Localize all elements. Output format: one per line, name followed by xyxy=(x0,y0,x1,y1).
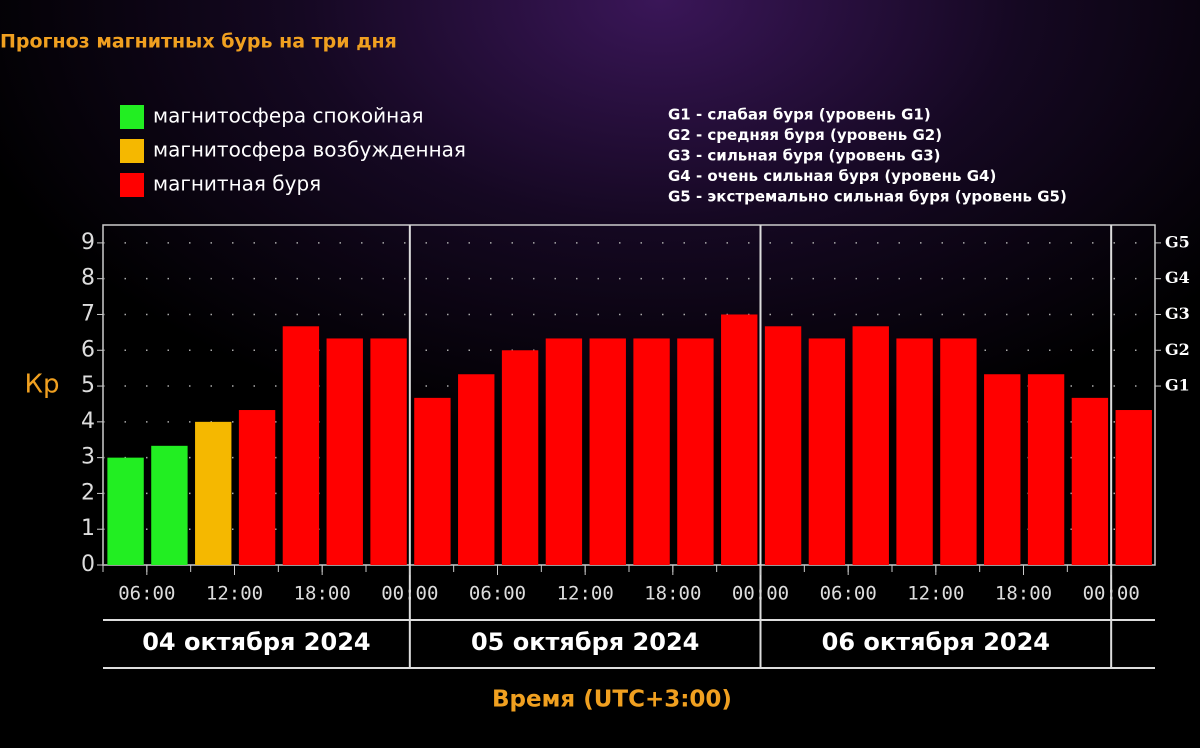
legend-swatch xyxy=(120,173,144,197)
bar xyxy=(808,338,846,565)
day-label: 06 октября 2024 xyxy=(822,628,1050,656)
legend-label: магнитосфера спокойная xyxy=(153,104,424,128)
y-axis-label: Кр xyxy=(25,370,60,400)
bar xyxy=(282,326,320,565)
x-tick-label: 06:00 xyxy=(820,583,877,605)
y-tick-label: 0 xyxy=(81,552,95,577)
x-tick-label: 12:00 xyxy=(557,583,614,605)
bar xyxy=(107,457,144,565)
bar xyxy=(589,338,626,565)
bar xyxy=(458,374,495,565)
legend-swatch xyxy=(120,139,144,163)
scale-note: G2 - средняя буря (уровень G2) xyxy=(668,126,942,144)
bar xyxy=(677,338,714,565)
y-tick-label: 5 xyxy=(81,373,95,398)
y-tick-label: 7 xyxy=(81,301,95,326)
y2-tick-label: G3 xyxy=(1165,304,1190,323)
bar xyxy=(326,338,363,565)
scale-note: G4 - очень сильная буря (уровень G4) xyxy=(668,167,996,185)
bar xyxy=(545,338,583,565)
x-tick-label: 12:00 xyxy=(907,583,964,605)
x-tick-label: 00:00 xyxy=(1083,583,1140,605)
day-label: 05 октября 2024 xyxy=(471,628,699,656)
y-tick-label: 4 xyxy=(81,409,95,434)
bar xyxy=(195,421,232,565)
legend-label: магнитосфера возбужденная xyxy=(153,138,466,162)
x-tick-label: 12:00 xyxy=(206,583,263,605)
bar xyxy=(764,326,802,565)
y2-tick-label: G4 xyxy=(1165,268,1190,287)
bar xyxy=(984,374,1021,565)
y2-tick-label: G2 xyxy=(1165,340,1190,359)
bar xyxy=(501,350,539,565)
bar xyxy=(1071,397,1109,565)
chart-title: Прогноз магнитных бурь на три дня xyxy=(0,31,397,53)
x-tick-label: 18:00 xyxy=(294,583,351,605)
scale-note: G1 - слабая буря (уровень G1) xyxy=(668,106,931,124)
x-tick-label: 00:00 xyxy=(732,583,789,605)
bar xyxy=(896,338,933,565)
y-tick-label: 2 xyxy=(81,480,95,505)
y-tick-label: 8 xyxy=(81,266,95,291)
bar xyxy=(1115,410,1152,565)
x-tick-label: 00:00 xyxy=(381,583,438,605)
bar xyxy=(721,314,758,565)
bar xyxy=(1027,374,1065,565)
y-tick-label: 9 xyxy=(81,230,95,255)
bar xyxy=(414,397,451,565)
y2-tick-label: G1 xyxy=(1165,376,1190,395)
x-axis-label: Время (UTC+3:00) xyxy=(492,687,732,713)
y-tick-label: 6 xyxy=(81,337,95,362)
y2-tick-label: G5 xyxy=(1165,232,1190,251)
bar xyxy=(633,338,670,565)
bar xyxy=(852,326,889,565)
day-label: 04 октября 2024 xyxy=(142,628,370,656)
scale-note: G3 - сильная буря (уровень G3) xyxy=(668,147,941,165)
bar xyxy=(370,338,407,565)
x-tick-label: 06:00 xyxy=(118,583,175,605)
legend-swatch xyxy=(120,105,144,129)
bar xyxy=(151,445,188,565)
x-tick-label: 18:00 xyxy=(644,583,701,605)
y-tick-label: 3 xyxy=(81,445,95,470)
bar xyxy=(238,410,276,565)
x-tick-label: 06:00 xyxy=(469,583,526,605)
legend-label: магнитная буря xyxy=(153,172,321,196)
bar xyxy=(940,338,977,565)
x-tick-label: 18:00 xyxy=(995,583,1052,605)
scale-note: G5 - экстремально сильная буря (уровень … xyxy=(668,188,1067,206)
y-tick-label: 1 xyxy=(81,516,95,541)
